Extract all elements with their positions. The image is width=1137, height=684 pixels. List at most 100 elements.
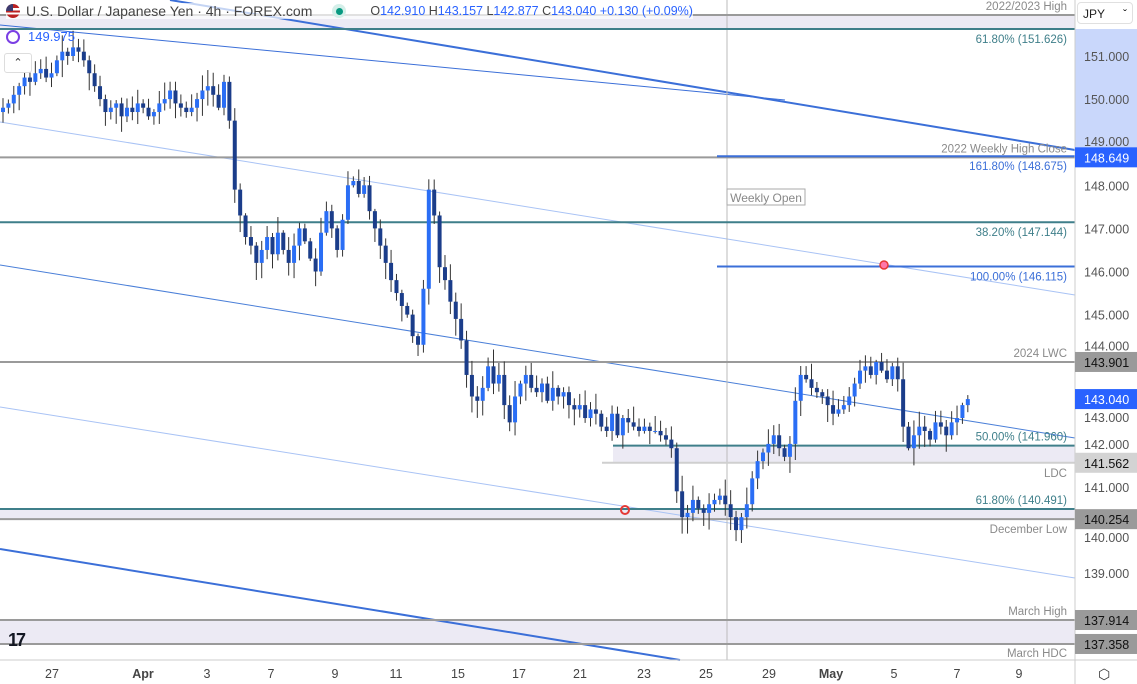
target-marker xyxy=(879,260,889,270)
candle xyxy=(566,392,571,406)
currency-select[interactable]: JPY ˇ xyxy=(1077,2,1133,24)
price-tag-label: 140.254 xyxy=(1084,513,1129,527)
candle xyxy=(712,499,717,505)
candle xyxy=(195,99,200,108)
candle xyxy=(270,237,275,255)
level-label: 2022/2023 High xyxy=(986,1,1067,13)
candle xyxy=(550,387,555,401)
price-tag xyxy=(1075,610,1137,631)
candle xyxy=(513,396,518,423)
candle xyxy=(432,189,437,216)
candle xyxy=(663,435,668,440)
time-tick-label: 9 xyxy=(1016,667,1023,681)
level-label: 50.00% (141.960) xyxy=(976,432,1068,444)
candle xyxy=(588,409,593,419)
candle xyxy=(259,249,264,263)
indicator-refresh-icon[interactable] xyxy=(6,29,20,44)
touch-marker xyxy=(620,505,630,515)
candle xyxy=(868,366,873,375)
candle xyxy=(92,73,97,87)
trend-line xyxy=(0,121,1076,296)
candle xyxy=(71,47,76,56)
candle xyxy=(847,396,852,406)
last-price-tag xyxy=(1075,389,1137,410)
symbol-header: U.S. Dollar / Japanese Yen · 4h · FOREX.… xyxy=(6,3,693,19)
candle xyxy=(545,383,550,401)
candle xyxy=(933,422,938,440)
candle xyxy=(852,383,857,397)
candle xyxy=(254,245,259,263)
level-label: March High xyxy=(1008,606,1067,618)
price-tag xyxy=(1075,452,1137,473)
candle xyxy=(642,426,647,431)
candle xyxy=(356,180,361,194)
zone-band xyxy=(0,620,1075,644)
candle xyxy=(60,51,65,61)
candle xyxy=(744,504,749,518)
candle xyxy=(437,215,442,268)
candle xyxy=(556,387,561,397)
candle xyxy=(928,430,933,440)
candle xyxy=(965,399,970,406)
candle xyxy=(583,405,588,419)
candle xyxy=(448,280,453,302)
candle xyxy=(416,336,421,345)
symbol-title[interactable]: U.S. Dollar / Japanese Yen · 4h · FOREX.… xyxy=(26,3,313,19)
candle xyxy=(631,422,636,427)
candle xyxy=(238,189,243,216)
candle xyxy=(141,103,146,108)
time-tick-label: 9 xyxy=(332,667,339,681)
candle xyxy=(944,426,949,436)
trend-line xyxy=(169,0,1076,151)
candle xyxy=(372,211,377,229)
candle xyxy=(884,370,889,380)
candle xyxy=(507,405,512,423)
level-label: 61.80% (140.491) xyxy=(976,495,1068,507)
level-label: 2024 LWC xyxy=(1014,348,1067,360)
candle xyxy=(184,107,189,113)
candle xyxy=(200,90,205,100)
level-label: 61.80% (151.626) xyxy=(976,34,1068,46)
candle xyxy=(734,517,739,531)
price-tick-label: 151.000 xyxy=(1084,50,1129,64)
candle xyxy=(895,366,900,380)
candle xyxy=(739,517,744,531)
candle xyxy=(22,77,27,87)
candle xyxy=(275,232,280,255)
candle xyxy=(38,68,43,74)
time-tick-label: 25 xyxy=(699,667,713,681)
candle xyxy=(486,366,491,388)
candle xyxy=(232,120,237,190)
candle xyxy=(707,504,712,513)
price-tag xyxy=(1075,147,1137,168)
price-range-highlight xyxy=(1075,29,1137,153)
candle xyxy=(27,77,32,82)
candle xyxy=(540,383,544,393)
candle xyxy=(755,461,760,479)
candle xyxy=(825,396,830,406)
collapse-button[interactable]: ⌃ xyxy=(4,53,32,73)
level-label: December Low xyxy=(990,524,1068,536)
candle xyxy=(863,366,868,371)
price-tag-label: 137.914 xyxy=(1084,614,1129,628)
candle xyxy=(690,499,695,513)
candle xyxy=(362,185,367,194)
candle xyxy=(453,301,458,319)
candle xyxy=(367,185,372,212)
price-tick-label: 143.000 xyxy=(1084,411,1129,425)
level-label: 100.00% (146.115) xyxy=(970,272,1067,284)
last-price-tag-label: 143.040 xyxy=(1084,393,1129,407)
candle xyxy=(329,211,334,229)
candle xyxy=(858,370,863,384)
candle xyxy=(168,90,173,100)
candle xyxy=(33,73,38,82)
candle xyxy=(383,245,388,263)
settings-icon[interactable]: ⬡ xyxy=(1098,666,1111,682)
candle xyxy=(922,426,927,431)
candle xyxy=(841,405,846,410)
candle xyxy=(491,366,496,384)
candle xyxy=(496,374,501,384)
candle xyxy=(297,228,302,246)
time-tick-label: 5 xyxy=(891,667,898,681)
